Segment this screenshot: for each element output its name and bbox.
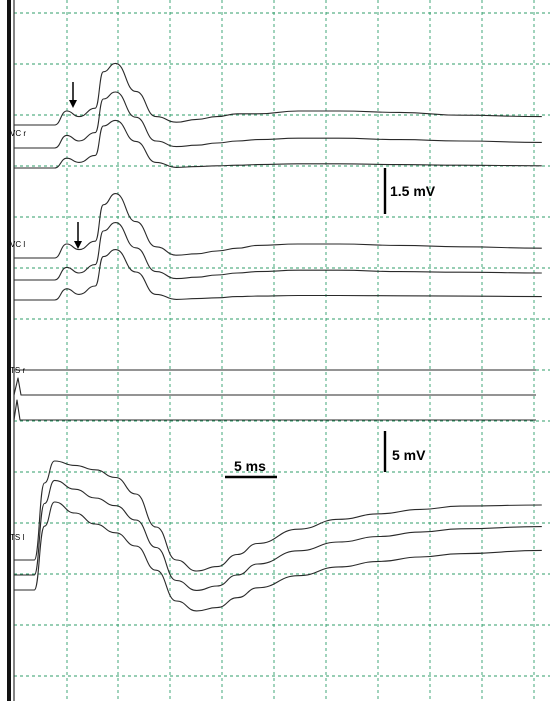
arrow-vc-r [69, 82, 77, 108]
ts-r-trace-3 [13, 399, 536, 421]
scale-label-vc-voltage: 1.5 mV [390, 183, 436, 199]
trace-ts-l-2 [14, 479, 542, 591]
trace-vc-r-1 [13, 62, 542, 126]
left-frame-bar [7, 0, 11, 701]
channel-label-ts-r: TS r [10, 366, 25, 375]
trace-vc-l-3 [13, 249, 542, 301]
trace-vc-l-2 [14, 222, 542, 281]
trace-ts-l-1 [14, 460, 542, 572]
trace-vc-l-1 [13, 193, 542, 259]
channel-label-ts-l: TS l [10, 533, 24, 542]
ts-r-traces [13, 369, 536, 421]
channel-label-vc-r: VC r [10, 129, 26, 138]
traces [13, 62, 542, 612]
trace-ts-l-3 [14, 501, 542, 612]
arrow-vc-l [74, 222, 82, 249]
ts-r-trace-2 [13, 377, 536, 396]
scale-label-time: 5 ms [234, 458, 266, 474]
trace-vc-r-3 [14, 119, 542, 169]
trace-vc-r-2 [14, 91, 542, 149]
scale-label-ts-voltage: 5 mV [392, 447, 426, 463]
channel-label-vc-l: VC l [10, 240, 25, 249]
